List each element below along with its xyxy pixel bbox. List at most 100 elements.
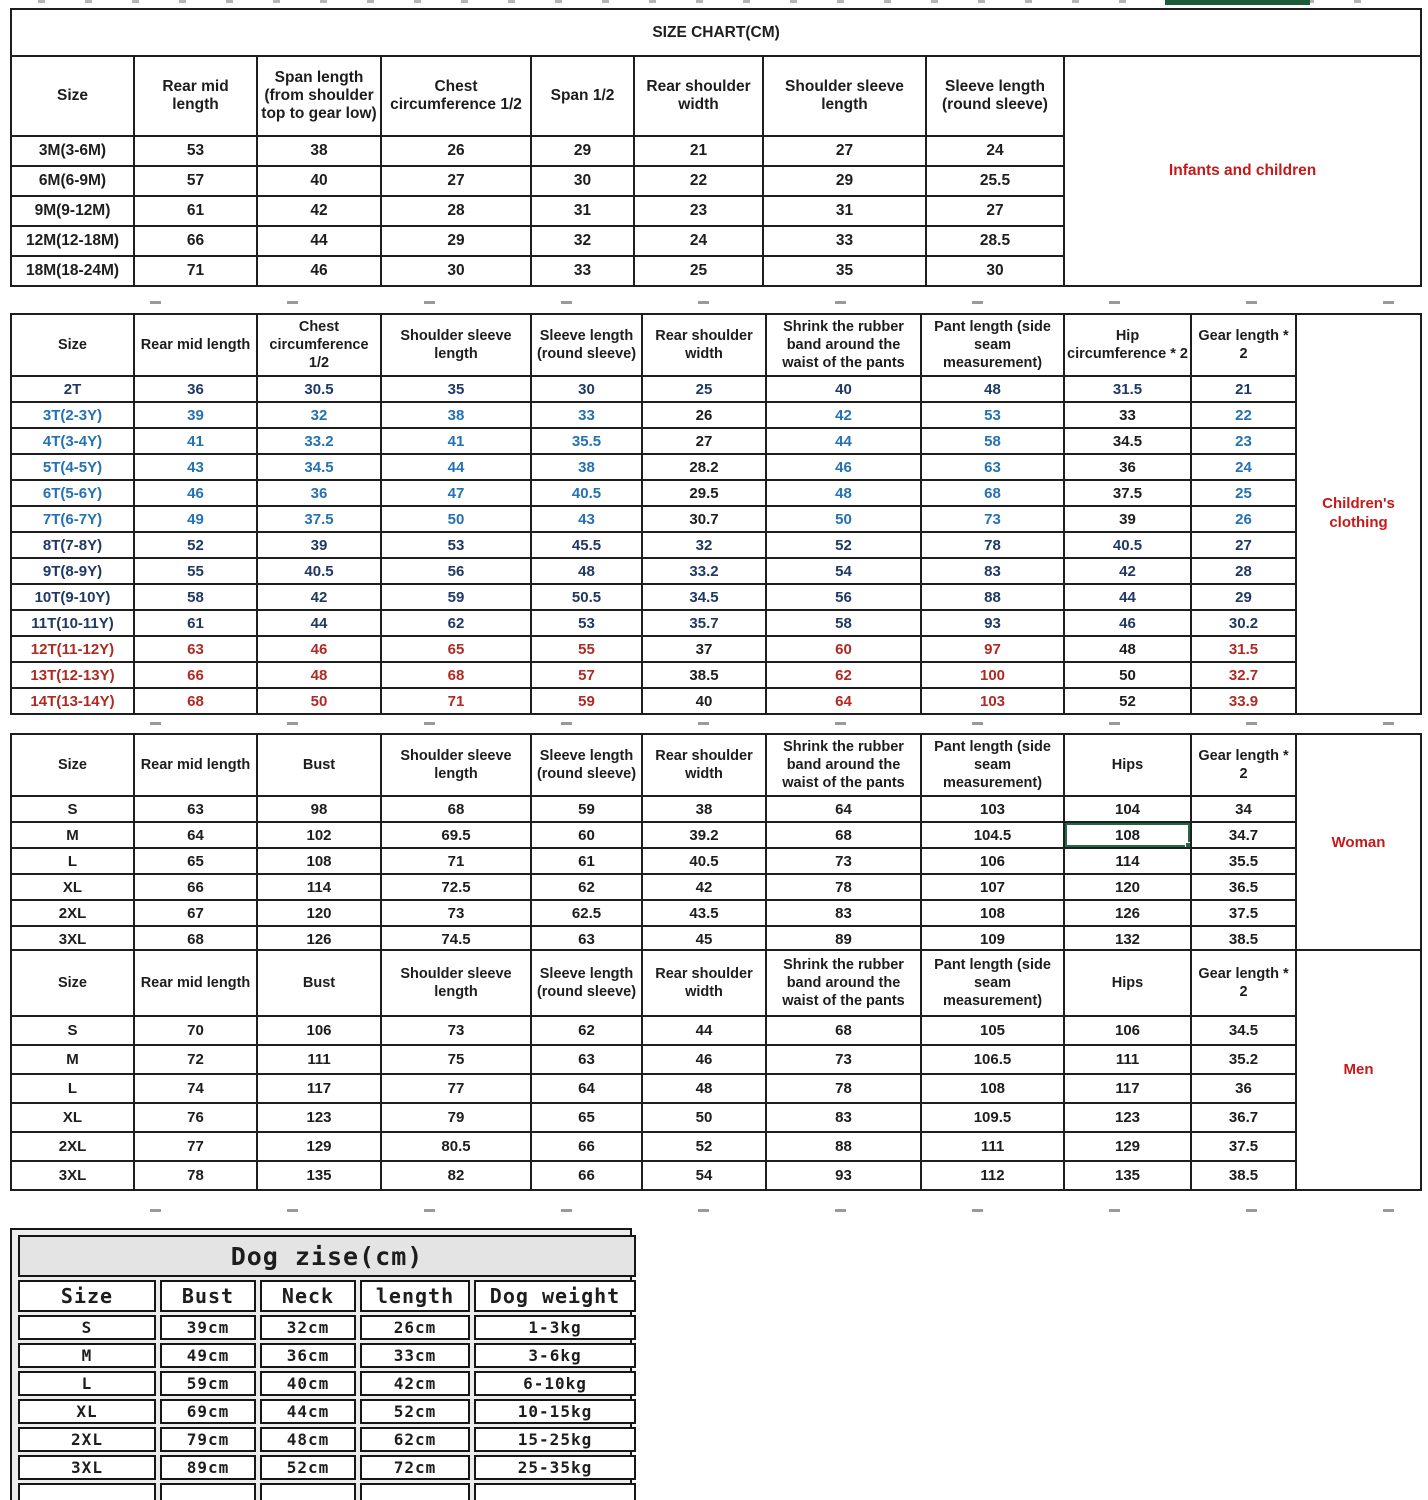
cell[interactable]: 8T(7-8Y) [10,531,135,559]
cell[interactable]: 2XL [10,1131,135,1162]
cell[interactable]: 88 [765,1131,922,1162]
cell[interactable]: 37.5 [256,505,382,533]
cell[interactable]: 58 [133,583,258,611]
cell[interactable]: 48 [641,1073,767,1104]
cell[interactable]: L [18,1371,156,1396]
cell[interactable]: 71 [133,255,258,287]
cell[interactable]: 10T(9-10Y) [10,583,135,611]
cell[interactable]: 4XL [18,1483,156,1500]
cell[interactable]: 15-25kg [474,1427,637,1452]
cell[interactable]: 23 [633,195,764,227]
cell[interactable]: 27 [925,195,1065,227]
cell[interactable]: 61 [530,847,643,875]
cell[interactable]: 36.7 [1190,1102,1297,1133]
cell[interactable]: 77 [133,1131,258,1162]
cell[interactable]: 123 [1063,1102,1192,1133]
cell[interactable]: 72.5 [380,873,532,901]
column-header[interactable]: Neck [260,1280,356,1312]
cell[interactable]: 111 [1063,1044,1192,1075]
cell[interactable]: 33.9 [1190,687,1297,715]
cell[interactable]: 43 [133,453,258,481]
cell[interactable]: 64 [530,1073,643,1104]
cell[interactable]: 50 [256,687,382,715]
cell[interactable]: M [10,821,135,849]
cell[interactable]: 12T(11-12Y) [10,635,135,663]
cell[interactable]: 63 [530,1044,643,1075]
cell[interactable]: 99cm [160,1483,256,1500]
cell[interactable]: 114 [256,873,382,901]
cell[interactable]: 106 [256,1015,382,1046]
cell[interactable]: M [10,1044,135,1075]
cell[interactable]: 33 [762,225,927,257]
cell[interactable]: 41 [133,427,258,455]
cell[interactable]: 29 [530,135,635,167]
cell[interactable]: 63 [920,453,1065,481]
cell[interactable]: 50 [1063,661,1192,689]
cell[interactable]: 40cm [260,1371,356,1396]
cell[interactable]: 30 [925,255,1065,287]
cell[interactable]: 109 [920,925,1065,953]
cell[interactable]: 39cm [160,1315,256,1340]
cell[interactable]: 65 [530,1102,643,1133]
column-header[interactable]: Hips [1063,949,1192,1017]
cell[interactable]: 61 [133,195,258,227]
column-header[interactable]: Sleeve length (round sleeve) [530,949,643,1017]
cell[interactable]: 123 [256,1102,382,1133]
cell[interactable]: 31.5 [1063,375,1192,403]
column-header[interactable]: Span 1/2 [530,55,635,137]
cell[interactable]: 30.2 [1190,609,1297,637]
cell[interactable]: 68 [765,1015,922,1046]
cell[interactable]: 48 [1063,635,1192,663]
cell[interactable]: 25-35kg [474,1455,637,1480]
cell[interactable]: 60 [765,635,922,663]
cell[interactable]: 58 [920,427,1065,455]
cell[interactable]: 50 [765,505,922,533]
cell[interactable]: 80.5 [380,1131,532,1162]
column-header[interactable]: Shrink the rubber band around the waist … [765,313,922,377]
cell[interactable]: 64 [765,687,922,715]
column-header[interactable]: Bust [256,733,382,797]
cell[interactable]: 24 [1190,453,1297,481]
cell[interactable]: 33.2 [256,427,382,455]
cell[interactable]: 31 [530,195,635,227]
cell[interactable]: 93 [920,609,1065,637]
cell[interactable]: 62cm [360,1427,470,1452]
cell[interactable]: 44 [765,427,922,455]
column-header[interactable]: Hips [1063,733,1192,797]
cell[interactable]: 34.5 [641,583,767,611]
cell[interactable]: L [10,847,135,875]
cell[interactable]: 78 [920,531,1065,559]
cell[interactable]: 114 [1063,847,1192,875]
cell[interactable]: 68 [380,661,532,689]
cell[interactable]: 32 [641,531,767,559]
cell[interactable]: 72cm [360,1455,470,1480]
cell[interactable]: 48cm [260,1427,356,1452]
cell[interactable]: 60 [530,821,643,849]
column-header[interactable]: Hip circumference * 2 [1063,313,1192,377]
column-header[interactable]: Rear mid length [133,55,258,137]
cell[interactable]: 48 [530,557,643,585]
cell[interactable]: 38 [530,453,643,481]
cell[interactable]: 54 [641,1160,767,1191]
cell[interactable]: 39 [1063,505,1192,533]
cell[interactable]: 50 [641,1102,767,1133]
cell[interactable]: 68 [133,925,258,953]
cell[interactable]: 129 [256,1131,382,1162]
cell[interactable]: 39 [256,531,382,559]
cell[interactable]: 97 [920,635,1065,663]
cell[interactable]: 3T(2-3Y) [10,401,135,429]
cell[interactable]: 52 [1063,687,1192,715]
column-header[interactable]: Pant length (side seam measurement) [920,313,1065,377]
cell[interactable]: 34 [1190,795,1297,823]
cell[interactable]: 31.5 [1190,635,1297,663]
cell[interactable]: 38.5 [1190,1160,1297,1191]
cell[interactable]: 38.5 [1190,925,1297,953]
column-header[interactable]: Pant length (side seam measurement) [920,733,1065,797]
cell[interactable]: 30 [380,255,532,287]
cell[interactable]: 78 [133,1160,258,1191]
cell[interactable]: 103 [920,795,1065,823]
cell[interactable]: 36 [256,479,382,507]
cell[interactable]: 108 [256,847,382,875]
cell[interactable]: 78 [765,873,922,901]
cell[interactable]: 59 [530,795,643,823]
